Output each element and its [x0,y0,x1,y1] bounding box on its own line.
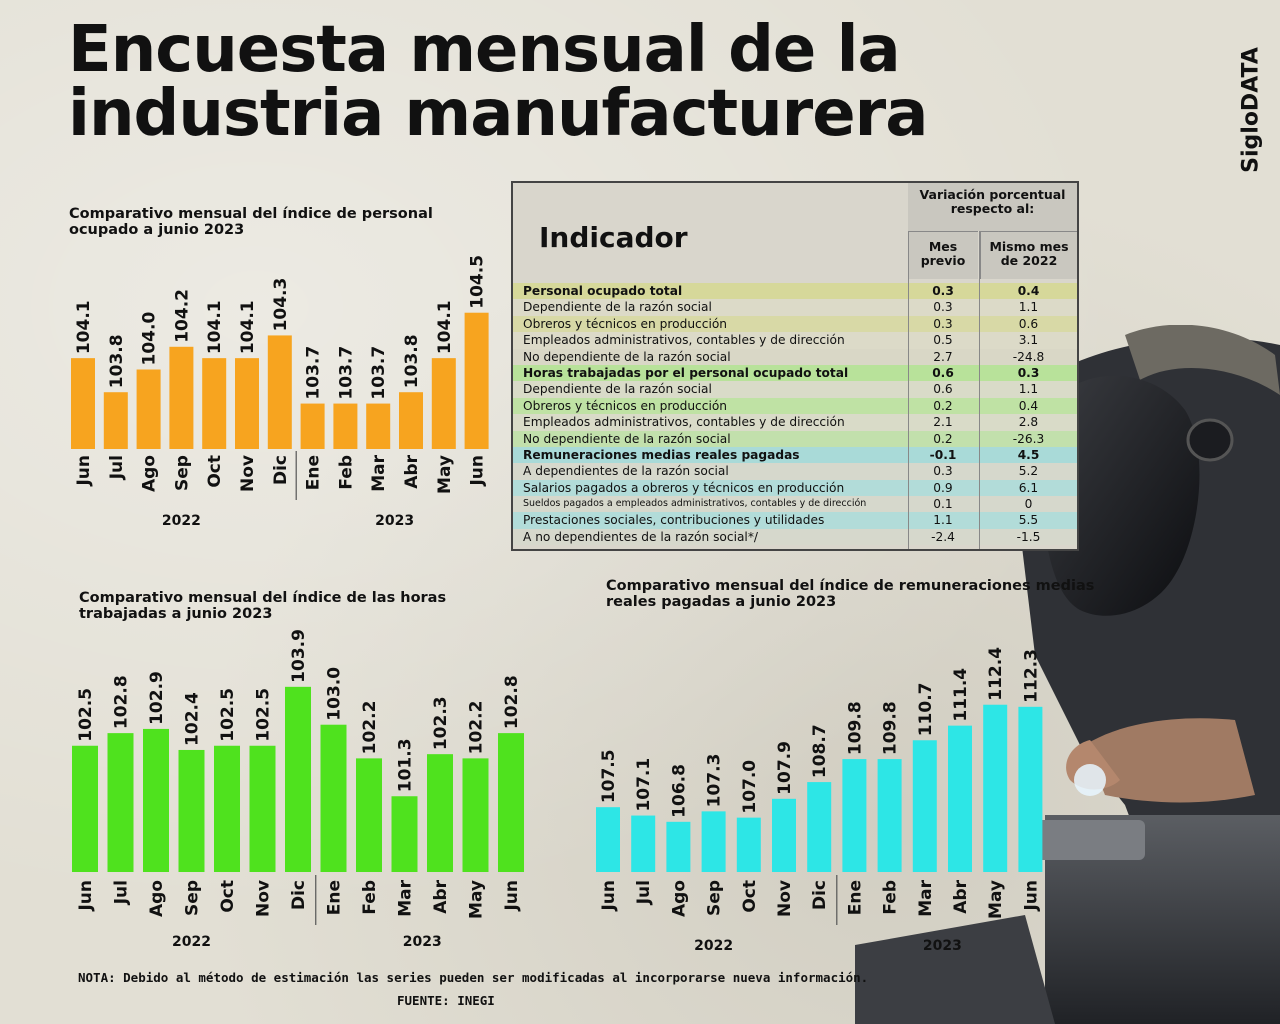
table-header-indicator: Indicador [513,183,908,281]
footer-source: FUENTE: INEGI [397,993,495,1008]
table-column-divider [979,231,980,549]
worker-hair [1125,325,1280,395]
table-row: No dependiente de la razón social 0.2 -26.… [513,430,1077,447]
page-title-line-2: industria manufacturera [68,77,928,151]
weld-spark [1074,764,1106,796]
table-cell-mes-previo: 0.6 [932,365,954,380]
page-title-line-1: Encuesta mensual de la [68,13,901,87]
forearm [1085,718,1255,803]
table-row-label: Dependiente de la razón social [523,300,712,315]
table-cell-mes-previo: 1.1 [933,513,953,528]
table-cell-mes-previo: 0.3 [933,316,953,331]
table-cell-mes-previo: 0.6 [933,382,953,397]
table-row: Sueldos pagados a empleados administrati… [513,496,1077,513]
footer-note: NOTA: Debido al método de estimación las… [78,970,869,985]
table-cell-mes-previo: -2.4 [931,529,955,544]
table-row: A no dependientes de la razón social*/ -2… [513,528,1077,546]
table-row-label: A dependientes de la razón social [523,464,729,479]
table-row-label: Personal ocupado total [523,284,683,298]
brand-logo: SigloDATA [1230,40,1272,180]
table-row-label: Sueldos pagados a empleados administrati… [523,498,867,510]
indicator-table: Indicador Variación porcentual respecto … [511,181,1079,551]
table-cell-mes-previo: 2.7 [933,349,953,364]
table-row-label: Prestaciones sociales, contribuciones y … [523,513,825,528]
table-cell-mes-previo: 0.9 [933,480,953,495]
table-cell-mes-previo: 0.5 [933,333,953,348]
table-cell-mismo-mes: 2.8 [1018,415,1039,430]
table-row: Dependiente de la razón social 0.6 1.1 [513,381,1077,398]
chart-remuneraciones-title: Comparativo mensual del índice de remune… [606,578,1095,610]
table-row: Dependiente de la razón social 0.3 1.1 [513,299,1077,316]
table-row: Empleados administrativos, contables y d… [513,414,1077,431]
table-cell-mismo-mes: -1.5 [1016,529,1041,544]
table-header-col2: Mismo mes de 2022 [980,231,1077,279]
table-header-indicator-label: Indicador [539,221,688,254]
table-cell-mes-previo: 0.3 [932,284,954,298]
table-column-divider [908,231,909,549]
table-cell-mismo-mes: 1.1 [1018,382,1039,397]
table-header-col1: Mes previo [908,231,978,279]
table-row: Salarios pagados a obreros y técnicos en… [513,479,1077,497]
table-cell-mes-previo: 2.1 [933,415,953,430]
table-row: A dependientes de la razón social 0.3 5.2 [513,463,1077,480]
table-cell-mismo-mes: 0 [1024,497,1033,512]
table-row: No dependiente de la razón social 2.7 -24.… [513,348,1077,365]
brand-text: SigloDATA [1238,47,1264,173]
table-row: Prestaciones sociales, contribuciones y … [513,512,1077,529]
table-row-label: Obreros y técnicos en producción [523,316,728,331]
table-cell-mes-previo: 0.2 [933,398,953,413]
table-cell-mismo-mes: 5.5 [1018,513,1039,528]
table-row-label: Dependiente de la razón social [523,382,712,397]
table-row-label: Empleados administrativos, contables y d… [523,415,845,430]
vise [1035,820,1145,860]
table-row-label: No dependiente de la razón social [523,431,731,446]
table-cell-mes-previo: 0.1 [933,497,953,512]
chart-personal-title: Comparativo mensual del índice de person… [69,206,433,238]
table-cell-mes-previo: -0.1 [929,447,957,462]
table-row-label: Remuneraciones medias reales pagadas [523,447,800,462]
table-cell-mismo-mes: 6.1 [1018,480,1039,495]
table-cell-mismo-mes: 0.6 [1018,316,1039,331]
table-cell-mismo-mes: 0.3 [1017,365,1040,380]
table-row: Horas trabajadas por el personal ocupado… [513,364,1077,382]
helmet-knob [1186,418,1234,462]
table-cell-mismo-mes: 0.4 [1017,284,1040,298]
table-cell-mes-previo: 0.3 [933,464,953,479]
table-cell-mes-previo: 0.2 [933,431,953,446]
table-row: Remuneraciones medias reales pagadas -0.1… [513,446,1077,464]
page-title: Encuesta mensual de la industria manufac… [68,18,1028,146]
table-body: Personal ocupado total 0.3 0.4 Dependiente … [513,283,1077,546]
table-row-label: Obreros y técnicos en producción [523,398,728,413]
table-row: Obreros y técnicos en producción 0.3 0.6 [513,315,1077,333]
table-row-label: Empleados administrativos, contables y d… [523,333,845,348]
table-cell-mismo-mes: 4.5 [1017,447,1040,462]
table-header-variation: Variación porcentual respecto al: [908,183,1077,231]
table-row-label: Salarios pagados a obreros y técnicos en… [523,480,845,495]
table-cell-mismo-mes: 3.1 [1018,333,1039,348]
table-row: Empleados administrativos, contables y d… [513,332,1077,349]
table-row: Obreros y técnicos en producción 0.2 0.4 [513,397,1077,415]
table-row: Personal ocupado total 0.3 0.4 [513,283,1077,300]
table-cell-mismo-mes: 1.1 [1018,300,1039,315]
table-row-label: A no dependientes de la razón social*/ [523,529,759,544]
table-cell-mismo-mes: 0.4 [1018,398,1039,413]
table-cell-mismo-mes: -26.3 [1012,431,1045,446]
machine-left [855,915,1055,1024]
table-cell-mes-previo: 0.3 [933,300,953,315]
table-cell-mismo-mes: 5.2 [1018,464,1039,479]
table-row-label: Horas trabajadas por el personal ocupado… [523,365,849,380]
chart-horas-title: Comparativo mensual del índice de las ho… [79,590,447,622]
table-row-label: No dependiente de la razón social [523,349,731,364]
table-cell-mismo-mes: -24.8 [1012,349,1045,364]
